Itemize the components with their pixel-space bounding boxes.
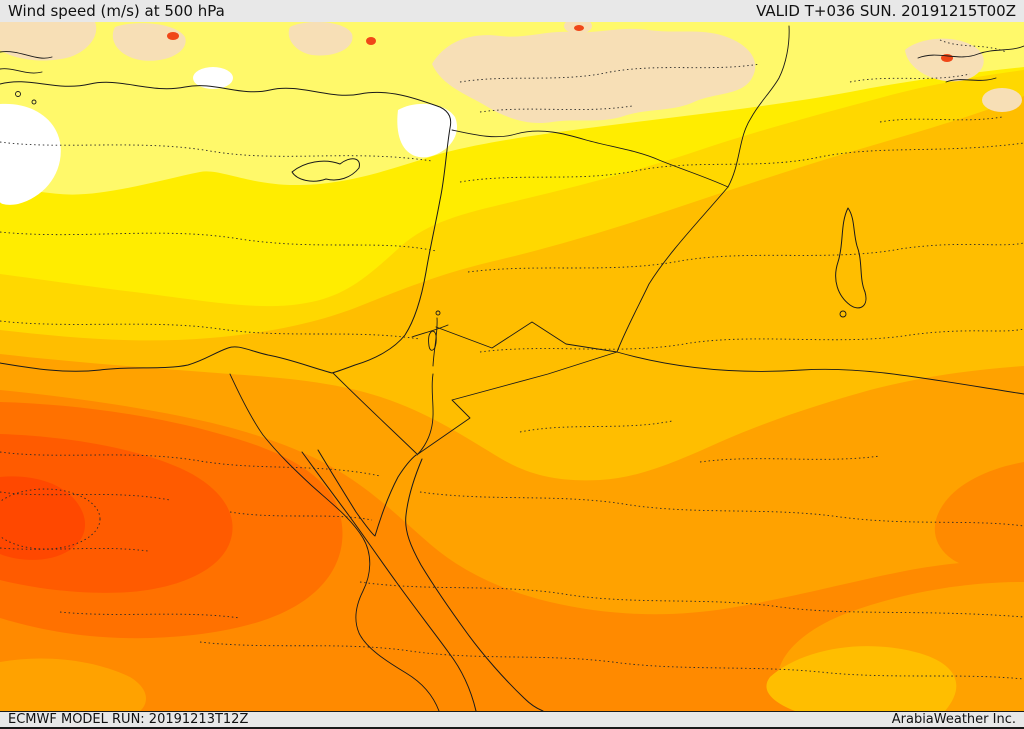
white-min-wind-patches	[0, 67, 457, 205]
border-israel-north	[411, 324, 449, 338]
region-amber-bottom-right-patch	[766, 646, 957, 711]
border-caucasus	[917, 45, 1024, 59]
country-borders	[332, 25, 1024, 456]
wind-speed-contour-map	[0, 22, 1024, 711]
dotted-contour	[0, 141, 433, 162]
border-turkey-east	[727, 25, 790, 188]
white-patch-small	[193, 67, 233, 89]
border-egypt-israel	[332, 372, 418, 455]
dotted-contour	[0, 491, 171, 501]
cream-low-wind-patches	[0, 22, 1022, 124]
border-saudi-iraq	[616, 351, 1024, 395]
mediterranean-coastline	[0, 81, 452, 374]
dead-sea	[428, 330, 437, 351]
region-deep-blob-right-edge	[934, 462, 1024, 572]
border-jordan-valley	[416, 317, 438, 456]
cream-patch-topleft	[0, 22, 97, 61]
sinai-peninsula-coast	[317, 449, 417, 537]
dotted-contour	[229, 511, 373, 521]
dotted-contour	[359, 581, 1024, 618]
dotted-contour	[459, 63, 761, 83]
footer-bar: ECMWF MODEL RUN: 20191213T12Z ArabiaWeat…	[0, 711, 1024, 729]
border-jordan-saudi	[417, 351, 618, 455]
attribution-label: ArabiaWeather Inc.	[891, 712, 1016, 727]
dotted-contour	[479, 328, 1024, 353]
cyprus-island	[291, 158, 360, 182]
dotted-contour-lines	[0, 39, 1024, 680]
aegean-island	[31, 99, 37, 105]
region-orange-bottom-left	[0, 658, 146, 711]
dotted-contour	[849, 73, 971, 83]
border-caucasus-detail	[945, 77, 997, 83]
dotted-contour	[199, 641, 1024, 680]
header-bar: Wind speed (m/s) at 500 hPa VALID T+036 …	[0, 0, 1024, 22]
dotted-contour	[0, 320, 421, 340]
model-run-label: ECMWF MODEL RUN: 20191213T12Z	[8, 712, 249, 727]
sea-of-galilee	[435, 310, 441, 316]
red-sea-arabian-coast	[405, 458, 544, 711]
dotted-contour	[699, 455, 881, 463]
map-canvas	[0, 22, 1024, 711]
persian-gulf	[835, 207, 867, 309]
red-spot	[574, 25, 584, 31]
dotted-contour-loop	[0, 488, 101, 550]
cream-patch-small	[982, 88, 1022, 112]
red-sea-african-coast	[301, 451, 477, 711]
map-title: Wind speed (m/s) at 500 hPa	[8, 2, 225, 20]
border-turkey-syria	[451, 129, 729, 188]
coastlines	[0, 51, 867, 711]
dotted-contour	[479, 105, 633, 113]
aegean-coast-detail	[0, 68, 43, 74]
dotted-contour	[519, 420, 673, 433]
cream-patch	[288, 22, 353, 56]
dotted-contour	[0, 547, 149, 552]
red-spot	[167, 32, 179, 40]
white-patch-cyprus	[397, 103, 457, 158]
red-spot	[366, 37, 376, 45]
valid-time-label: VALID T+036 SUN. 20191215T00Z	[756, 2, 1016, 20]
nile-river	[229, 373, 440, 711]
dotted-contour	[0, 451, 381, 477]
aegean-coast-detail	[0, 51, 53, 59]
region-red-core-left	[0, 476, 86, 560]
dotted-contour	[467, 242, 1024, 273]
gulf-island	[839, 310, 847, 318]
dotted-contour	[879, 116, 1003, 123]
white-patch-left	[0, 103, 61, 205]
cream-patch	[112, 23, 186, 61]
aegean-island	[15, 91, 21, 97]
cream-patch-anatolia	[432, 28, 756, 124]
border-syria-iraq	[616, 186, 729, 353]
border-jordan-east	[435, 321, 618, 353]
